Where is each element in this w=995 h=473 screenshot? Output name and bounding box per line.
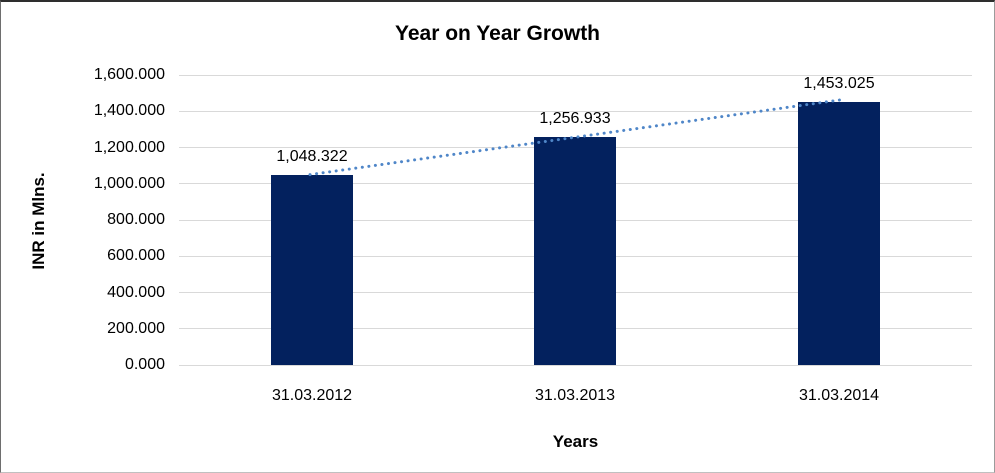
plot-area: 1,048.322 1,256.933 1,453.025 (179, 74, 972, 366)
bar-value-label: 1,256.933 (539, 110, 611, 128)
y-tick-label: 1,600.000 (93, 66, 165, 83)
gridline (179, 110, 972, 112)
y-tick-label: 0.000 (124, 356, 165, 373)
y-tick-label: 400.000 (107, 283, 165, 301)
y-tick-label: 600.000 (107, 247, 165, 265)
y-tick-label: 1,400.000 (93, 102, 165, 120)
trendline-svg (308, 97, 847, 177)
x-axis-title: Years (552, 432, 599, 451)
y-tick-label: 1,000.000 (93, 174, 165, 192)
gridline (179, 74, 972, 76)
trendline (308, 97, 847, 177)
category-label: 31.03.2013 (534, 387, 616, 404)
y-tick-label: 800.000 (107, 211, 165, 228)
category-label: 31.03.2012 (271, 387, 353, 404)
y-tick-label: 200.000 (107, 319, 165, 337)
gridline (179, 364, 972, 366)
bar-value-label: 1,453.025 (803, 74, 875, 92)
bar (798, 101, 880, 365)
chart-title: Year on Year Growth (394, 22, 601, 45)
bar-value-label: 1,048.322 (276, 147, 348, 165)
bar (534, 137, 616, 365)
y-tick-label: 1,200.000 (93, 138, 165, 156)
category-label: 31.03.2014 (798, 387, 880, 404)
bar (271, 175, 353, 365)
